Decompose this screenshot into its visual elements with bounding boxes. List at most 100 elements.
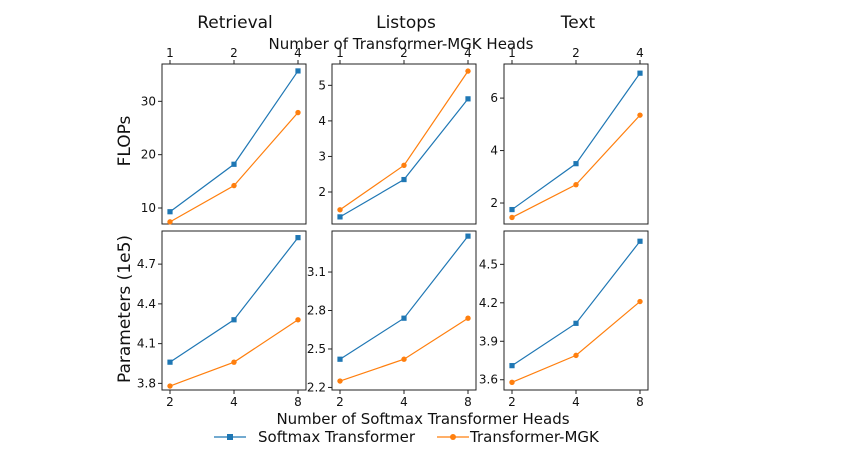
y-tick-label: 30	[141, 94, 156, 108]
y-tick-label: 4	[490, 144, 498, 158]
data-point-mgk	[401, 356, 407, 362]
y-tick-label: 4.2	[479, 296, 498, 310]
data-point-mgk	[465, 315, 471, 321]
data-point-softmax	[637, 70, 643, 76]
y-tick-label: 2.2	[307, 380, 326, 394]
y-tick-label: 4	[318, 114, 326, 128]
series-line-softmax	[169, 237, 299, 363]
y-tick-label: 4.5	[479, 257, 498, 271]
data-point-mgk	[231, 359, 237, 365]
series-line-softmax	[339, 98, 469, 218]
data-point-mgk	[637, 112, 643, 118]
data-point-mgk	[167, 383, 173, 389]
data-point-mgk	[465, 68, 471, 74]
x-tick-label: 2	[572, 46, 580, 60]
series-line-mgk	[339, 317, 469, 382]
x-tick-label: 4	[230, 395, 238, 409]
data-point-mgk	[401, 162, 407, 169]
data-point-mgk	[337, 378, 343, 384]
y-tick-label: 3	[318, 149, 326, 163]
legend-label-softmax: Softmax Transformer	[258, 428, 416, 446]
series-line-mgk	[511, 114, 641, 218]
x-tick-label: 2	[400, 46, 408, 60]
data-point-softmax	[401, 315, 407, 321]
x-tick-label: 4	[400, 395, 408, 409]
y-tick-label: 4.4	[137, 297, 156, 311]
panel-text-params: 3.6 3.9 4.2 4.5 2 4 8	[479, 230, 649, 409]
data-point-softmax	[167, 209, 173, 215]
data-point-mgk	[509, 379, 515, 386]
panel-frame	[161, 63, 307, 225]
y-tick-label: 6	[490, 91, 498, 105]
data-point-softmax	[509, 363, 515, 369]
x-tick-label: 8	[636, 395, 644, 409]
x-tick-label: 1	[508, 46, 516, 60]
data-point-softmax	[509, 206, 515, 213]
y-tick-label: 3.9	[479, 334, 498, 348]
data-point-softmax	[401, 176, 407, 183]
x-tick-label: 1	[336, 46, 344, 60]
panel-listops-flops: 2 3 4 5 1 2 4	[318, 46, 477, 225]
y-tick-label: 2.8	[307, 304, 326, 318]
data-point-mgk	[573, 181, 579, 188]
y-tick-label: 2	[318, 185, 326, 199]
x-tick-label: 4	[572, 395, 580, 409]
y-tick-label: 3.8	[137, 376, 156, 390]
data-point-mgk	[231, 182, 237, 189]
y-tick-label: 4.1	[137, 337, 156, 351]
legend-marker-mgk	[450, 434, 456, 440]
series-line-softmax	[339, 235, 469, 360]
series-line-softmax	[511, 240, 641, 367]
series-line-mgk	[169, 319, 299, 387]
data-point-softmax	[231, 317, 237, 323]
legend: Softmax Transformer Transformer-MGK	[214, 428, 600, 446]
top-xaxis-title: Number of Transformer-MGK Heads	[269, 35, 534, 53]
x-tick-label: 8	[294, 395, 302, 409]
data-point-mgk	[337, 207, 343, 213]
x-tick-label: 2	[230, 46, 238, 60]
x-tick-label: 8	[464, 395, 472, 409]
panel-frame	[331, 230, 477, 391]
series-line-mgk	[169, 112, 299, 223]
y-tick-label: 2.5	[307, 342, 326, 356]
legend-label-mgk: Transformer-MGK	[469, 428, 600, 446]
panel-listops-params: 2.2 2.5 2.8 3.1 2 4 8	[307, 230, 477, 409]
data-point-softmax	[231, 161, 237, 167]
legend-marker-softmax	[227, 434, 233, 440]
data-point-softmax	[637, 238, 643, 244]
x-tick-label: 4	[636, 46, 644, 60]
y-tick-label: 3.6	[479, 373, 498, 387]
panel-retrieval-params: 3.8 4.1 4.4 4.7 2 4 8	[137, 230, 307, 409]
y-tick-label: 3.1	[307, 265, 326, 279]
bottom-xaxis-title: Number of Softmax Transformer Heads	[276, 410, 569, 428]
x-tick-label: 1	[166, 46, 174, 60]
row-label-parameters: Parameters (1e5)	[115, 235, 135, 383]
series-line-mgk	[511, 301, 641, 383]
panel-retrieval-flops: 10 20 30 1 2 4	[141, 46, 307, 225]
data-point-softmax	[295, 68, 301, 74]
x-tick-label: 4	[294, 46, 302, 60]
data-point-softmax	[337, 356, 343, 362]
row-label-flops: FLOPs	[115, 115, 135, 166]
series-line-mgk	[339, 70, 469, 211]
y-tick-label: 2	[490, 196, 498, 210]
data-point-mgk	[295, 109, 301, 116]
panel-text-flops: 2 4 6 1 2 4	[490, 46, 649, 225]
data-point-softmax	[573, 161, 579, 167]
col-title-text: Text	[560, 13, 596, 33]
data-point-mgk	[573, 352, 579, 359]
data-point-softmax	[465, 96, 471, 102]
data-point-softmax	[465, 233, 471, 239]
y-tick-label: 5	[318, 78, 326, 92]
panel-frame	[503, 230, 649, 391]
data-point-softmax	[295, 235, 301, 241]
data-point-mgk	[637, 298, 643, 305]
x-tick-label: 4	[464, 46, 472, 60]
series-line-softmax	[169, 70, 299, 213]
x-tick-label: 2	[508, 395, 516, 409]
y-tick-label: 20	[141, 148, 156, 162]
y-tick-label: 4.7	[137, 257, 156, 271]
data-point-mgk	[295, 317, 301, 323]
